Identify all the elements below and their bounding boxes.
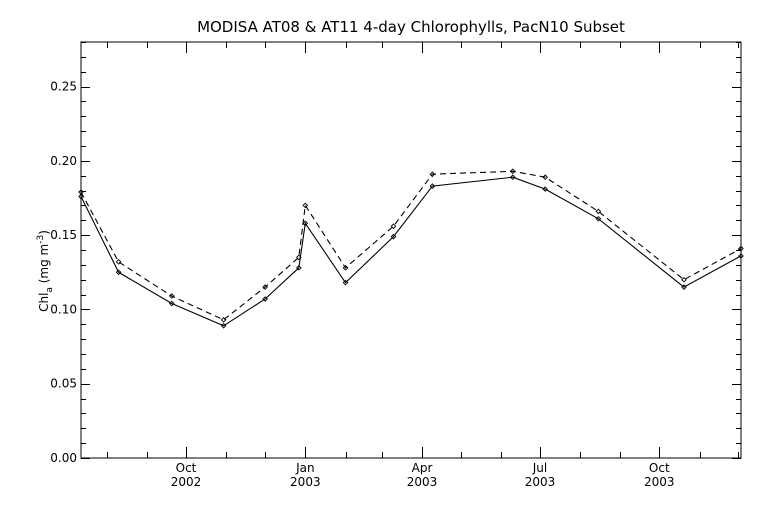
data-point-solid <box>738 253 744 259</box>
data-point-solid <box>390 233 397 240</box>
x-tick-label-month: Oct <box>649 461 670 475</box>
y-axis-label: Chla (mg m-3) <box>36 230 55 312</box>
y-tick-label: 0.05 <box>50 377 77 391</box>
data-point-solid <box>262 296 268 302</box>
x-tick-label-year: 2003 <box>644 475 675 489</box>
data-point-dashed <box>262 284 268 290</box>
data-point-dashed <box>429 171 436 178</box>
chart-title: MODISA AT08 & AT11 4-day Chlorophylls, P… <box>197 18 625 36</box>
data-point-dashed <box>595 208 602 215</box>
data-point-dashed <box>542 174 549 181</box>
data-point-dashed <box>390 223 397 230</box>
series-group <box>78 168 744 329</box>
y-tick-label: 0.15 <box>50 228 77 242</box>
data-point-solid <box>681 284 687 290</box>
data-point-dashed <box>78 189 84 195</box>
data-point-dashed <box>302 202 309 209</box>
y-tick-label: 0.20 <box>50 154 77 168</box>
data-point-dashed <box>115 259 122 265</box>
data-point-solid <box>296 264 302 271</box>
data-point-dashed <box>168 293 175 299</box>
y-tick-label: 0.25 <box>50 80 77 94</box>
y-label-prefix: Chl <box>37 293 51 312</box>
x-tick-label-year: 2003 <box>525 475 556 489</box>
x-tick-label-year: 2002 <box>171 475 202 489</box>
y-label-superscript: -3 <box>36 235 46 244</box>
y-label-units-open: (mg m <box>37 244 51 287</box>
data-point-dashed <box>738 245 744 252</box>
data-point-solid <box>342 279 349 286</box>
data-point-dashed <box>220 316 227 323</box>
y-label-units-close: ) <box>37 230 51 235</box>
x-tick-label-month: Jul <box>532 461 547 475</box>
y-label-subscript: a <box>45 287 55 293</box>
data-point-solid <box>595 215 602 222</box>
y-tick-labels: 0.00 0.05 0.10 0.15 0.20 0.25 <box>50 80 77 465</box>
series-line-dashed <box>80 170 742 321</box>
data-point-solid <box>509 174 516 181</box>
data-point-dashed <box>681 276 687 283</box>
y-tick-label: 0.00 <box>50 451 77 465</box>
data-point-dashed <box>342 264 349 271</box>
x-tick-label-month: Apr <box>412 461 433 475</box>
data-point-solid <box>115 269 122 276</box>
x-tick-label-month: Oct <box>176 461 197 475</box>
data-point-solid <box>542 186 549 192</box>
y-tick-label: 0.10 <box>50 302 77 316</box>
series-line-solid <box>80 176 742 327</box>
data-point-solid <box>220 322 227 329</box>
data-point-dashed <box>509 168 516 175</box>
data-point-solid <box>168 300 175 307</box>
x-tick-label-month: Jan <box>295 461 315 475</box>
x-tick-label-year: 2003 <box>407 475 438 489</box>
x-tick-label-year: 2003 <box>290 475 321 489</box>
data-point-solid <box>429 183 436 189</box>
data-point-dashed <box>296 254 302 261</box>
data-point-solid <box>302 220 309 227</box>
